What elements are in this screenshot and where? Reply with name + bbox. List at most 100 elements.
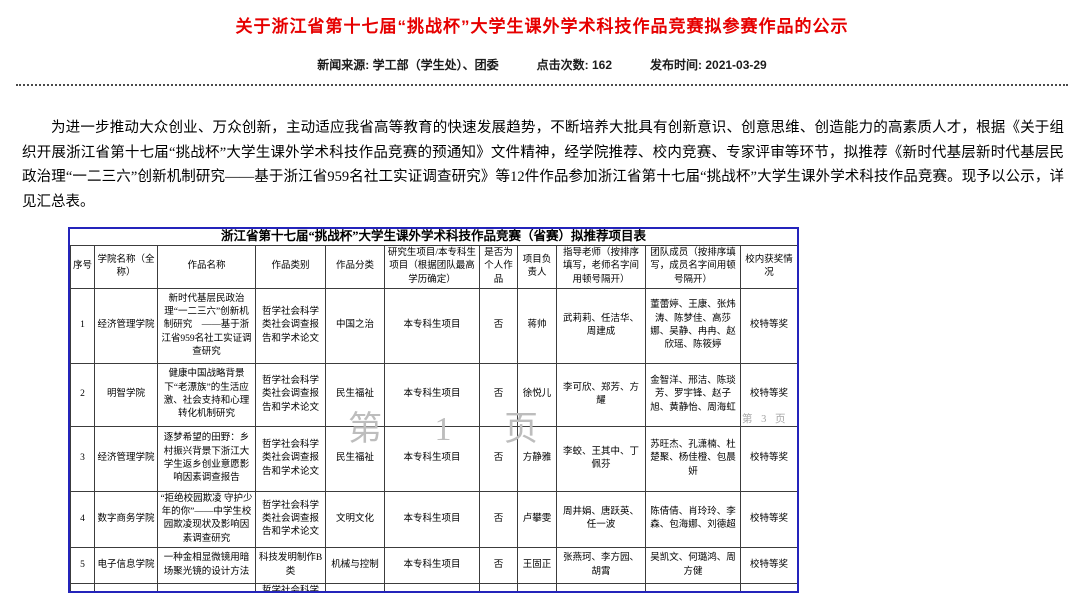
projects-table: 序号 学院名称（全称） 作品名称 作品类别 作品分类 研究生项目/本专科生项目（根据团队最… <box>70 245 797 591</box>
table-header-cell: 校内获奖情况 <box>740 245 797 289</box>
table-cell: 董蕾婷、王康、张炜涛、陈梦佳、高莎娜、吴静、冉冉、赵欣瑶、陈筱婷 <box>645 287 741 364</box>
table-cell: 哲学社会科学类社会调查报告和学术论文 <box>255 362 326 427</box>
table-cell: 武莉莉、任洁华、周建成 <box>556 287 646 364</box>
table-cell: 卢洁、陈雨彤、张楠 <box>645 583 741 591</box>
table-cell: 否 <box>479 490 518 549</box>
table-cell: 4 <box>70 490 95 549</box>
table-row: 5 电子信息学院 一种金相显微镜用暗场聚光镜的设计方法 科技发明制作B类 机械与控制 本专… <box>70 547 797 585</box>
table-title: 浙江省第十七届“挑战杯”大学生课外学术科技作品竞赛（省赛）拟推荐项目表 <box>220 229 646 243</box>
table-cell: 周井娟、陈慧玲 <box>556 583 646 591</box>
table-header-cell: 项目负责人 <box>517 245 557 289</box>
table-cell: 3 <box>70 425 95 492</box>
table-cell: 民生福祉 <box>325 362 385 427</box>
table-cell: 金智洋、邢洁、陈琰芳、罗宇锋、赵子旭、黄静怡、周海虹 <box>645 362 741 427</box>
table-row: 3 经济管理学院 逐梦希望的田野：乡村振兴背景下浙江大学生返乡创业意愿影响因素调查报… <box>70 425 797 492</box>
table-cell <box>479 583 518 591</box>
table-cell: 方静雅 <box>517 425 557 492</box>
table-cell: 王固正 <box>517 547 557 585</box>
table-header-cell: 团队成员（按排序填写，成员名字间用顿号隔开） <box>645 245 741 289</box>
table-cell: 蒋帅 <box>517 287 557 364</box>
table-cell: 6 <box>70 583 95 591</box>
publish-date-label: 发布时间: <box>650 58 702 72</box>
table-cell: 本专科生项目 <box>384 425 480 492</box>
table-cell: 徐悦儿 <box>517 362 557 427</box>
table-cell: 哲学社会科学类社会调查报告和学术论文 <box>255 583 326 591</box>
announcement-body: 为进一步推动大众创业、万众创新，主动适应我省高等教育的快速发展趋势，不断培养大批… <box>22 120 1064 210</box>
table-cell: 5 <box>70 547 95 585</box>
table-cell: 哲学社会科学类社会调查报告和学术论文 <box>255 287 326 364</box>
table-cell: 经济管理学院 <box>94 287 158 364</box>
table-row: 6数字商务学院美丽乡村建设宁波实践调查研究哲学社会科学类社会调查报告和学术论文 周… <box>70 583 797 591</box>
table-cell: 校特等奖 <box>740 547 797 585</box>
meta-bar: 新闻来源: 学工部（学生处）、团委 点击次数: 162 发布时间: 2021-0… <box>0 56 1084 73</box>
table-cell: 否 <box>479 362 518 427</box>
table-cell: 明智学院 <box>94 362 158 427</box>
table-cell: 文明文化 <box>325 490 385 549</box>
table-cell <box>517 583 557 591</box>
table-cell: 本专科生项目 <box>384 362 480 427</box>
table-header-cell: 学院名称（全称） <box>94 245 158 289</box>
table-cell: 新时代基层民政治理“一二三六”创新机制研究 ——基于浙江省959名社工实证调查研… <box>157 287 256 364</box>
table-cell <box>384 583 480 591</box>
table-cell: 数字商务学院 <box>94 490 158 549</box>
table-cell: 陈倩倩、肖玲玲、李森、包海娜、刘德超 <box>645 490 741 549</box>
table-cell: 电子信息学院 <box>94 547 158 585</box>
table-cell: 张燕珂、李方园、胡霄 <box>556 547 646 585</box>
table-cell: 本专科生项目 <box>384 287 480 364</box>
table-header-cell: 作品类别 <box>255 245 326 289</box>
table-cell: 校特等奖 <box>740 287 797 364</box>
table-row: 1 经济管理学院 新时代基层民政治理“一二三六”创新机制研究 ——基于浙江省959名… <box>70 287 797 364</box>
table-cell: 一种金相显微镜用暗场聚光镜的设计方法 <box>157 547 256 585</box>
click-count-label: 点击次数: <box>536 58 589 72</box>
table-cell: 中国之治 <box>325 287 385 364</box>
table-cell: “拒绝校园欺凌 守护少年的你”——中学生校园欺凌现状及影响因素调查研究 <box>157 490 256 549</box>
table-header-cell: 指导老师（按排序填写，老师名字间用顿号隔开） <box>556 245 646 289</box>
table-cell: 否 <box>479 425 518 492</box>
table-cell: 卢攀雯 <box>517 490 557 549</box>
table-cell: 数字商务学院 <box>94 583 158 591</box>
table-header-cell: 作品分类 <box>325 245 385 289</box>
table-cell: 科技发明制作B类 <box>255 547 326 585</box>
table-cell: 吴凯文、何璐鸿、周方健 <box>645 547 741 585</box>
table-cell: 校特等奖 <box>740 362 797 427</box>
table-cell: 机械与控制 <box>325 547 385 585</box>
table-header-cell: 研究生项目/本专科生项目（根据团队最高学历确定） <box>384 245 480 289</box>
table-cell: 李蛟、王其中、丁佩芬 <box>556 425 646 492</box>
table-cell: 校特等奖 <box>740 425 797 492</box>
table-cell: 经济管理学院 <box>94 425 158 492</box>
publish-date-value: 2021-03-29 <box>705 58 767 72</box>
table-cell: 民生福祉 <box>325 425 385 492</box>
click-count-value: 162 <box>591 58 612 72</box>
projects-table-wrap: 浙江省第十七届“挑战杯”大学生课外学术科技作品竞赛（省赛）拟推荐项目表 序号 学院… <box>68 227 799 593</box>
dotted-separator <box>16 84 1068 86</box>
table-cell: 逐梦希望的田野：乡村振兴背景下浙江大学生返乡创业意愿影响因素调查报告 <box>157 425 256 492</box>
table-cell: 本专科生项目 <box>384 490 480 549</box>
table-row: 2 明智学院 健康中国战略背景下“老漂族”的生活应激、社会支持和心理转化机制研究 哲学… <box>70 362 797 427</box>
table-cell: 否 <box>479 547 518 585</box>
news-source: 新闻来源: 学工部（学生处）、团委 <box>317 56 498 73</box>
table-header-cell: 是否为个人作品 <box>479 245 518 289</box>
table-header-cell: 作品名称 <box>157 245 256 289</box>
page-title: 关于浙江省第十七届“挑战杯”大学生课外学术科技作品竞赛拟参赛作品的公示 <box>235 17 849 36</box>
table-header-row: 序号 学院名称（全称） 作品名称 作品类别 作品分类 研究生项目/本专科生项目（根据团队最… <box>70 245 797 289</box>
table-cell: 本专科生项目 <box>384 547 480 585</box>
table-cell <box>325 583 385 591</box>
table-cell: 美丽乡村建设宁波实践调查研究 <box>157 583 256 591</box>
table-cell: 李可欣、郑芳、方耀 <box>556 362 646 427</box>
table-cell <box>740 583 797 591</box>
table-cell: 2 <box>70 362 95 427</box>
table-cell: 哲学社会科学类社会调查报告和学术论文 <box>255 425 326 492</box>
table-header-cell: 序号 <box>70 245 95 289</box>
news-source-label: 新闻来源: <box>317 58 370 72</box>
news-source-value: 学工部（学生处）、团委 <box>372 58 499 72</box>
table-cell: 周井娟、唐跃英、任一波 <box>556 490 646 549</box>
table-cell: 否 <box>479 287 518 364</box>
table-cell: 哲学社会科学类社会调查报告和学术论文 <box>255 490 326 549</box>
table-row: 4 数字商务学院 “拒绝校园欺凌 守护少年的你”——中学生校园欺凌现状及影响因素调查… <box>70 490 797 549</box>
table-cell: 校特等奖 <box>740 490 797 549</box>
table-cell: 健康中国战略背景下“老漂族”的生活应激、社会支持和心理转化机制研究 <box>157 362 256 427</box>
table-cell: 苏旺杰、孔潇楠、杜楚聚、杨佳橙、包晨妍 <box>645 425 741 492</box>
table-cell: 1 <box>70 287 95 364</box>
publish-date: 发布时间: 2021-03-29 <box>650 56 767 73</box>
